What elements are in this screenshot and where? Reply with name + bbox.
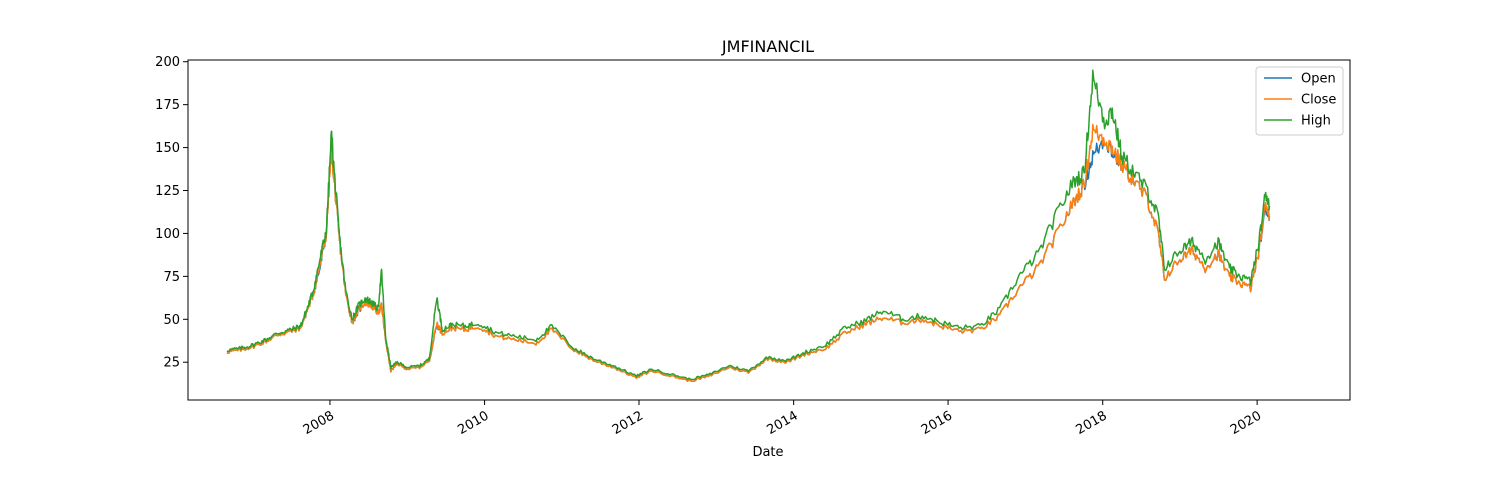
y-tick-label: 75 bbox=[163, 270, 180, 285]
chart-title: JMFINANCIL bbox=[721, 37, 814, 56]
plot-frame bbox=[187, 59, 1351, 401]
y-tick-label: 100 bbox=[155, 227, 180, 242]
x-tick-label: 2020 bbox=[1228, 408, 1264, 438]
y-tick-label: 125 bbox=[155, 184, 180, 199]
legend-label-open: Open bbox=[1301, 72, 1336, 87]
legend-box bbox=[1255, 66, 1344, 136]
y-tick-label: 25 bbox=[163, 356, 180, 371]
x-axis-label: Date bbox=[752, 445, 783, 460]
x-tick-label: 2014 bbox=[764, 408, 800, 438]
series-line-high bbox=[226, 69, 1271, 381]
series-layer bbox=[226, 69, 1271, 382]
legend: Open Close High bbox=[1255, 66, 1344, 136]
legend-label-high: High bbox=[1301, 114, 1331, 129]
y-tick-label: 150 bbox=[155, 141, 180, 156]
legend-label-close: Close bbox=[1301, 93, 1336, 108]
x-tick-label: 2010 bbox=[455, 408, 491, 438]
x-tick-label: 2008 bbox=[301, 408, 337, 438]
y-tick-label: 200 bbox=[155, 55, 180, 70]
y-tick-label: 175 bbox=[155, 98, 180, 113]
x-tick-label: 2012 bbox=[610, 408, 646, 438]
x-tick-label: 2018 bbox=[1074, 408, 1110, 438]
x-tick-label: 2016 bbox=[919, 408, 955, 438]
y-tick-label: 50 bbox=[163, 313, 180, 328]
